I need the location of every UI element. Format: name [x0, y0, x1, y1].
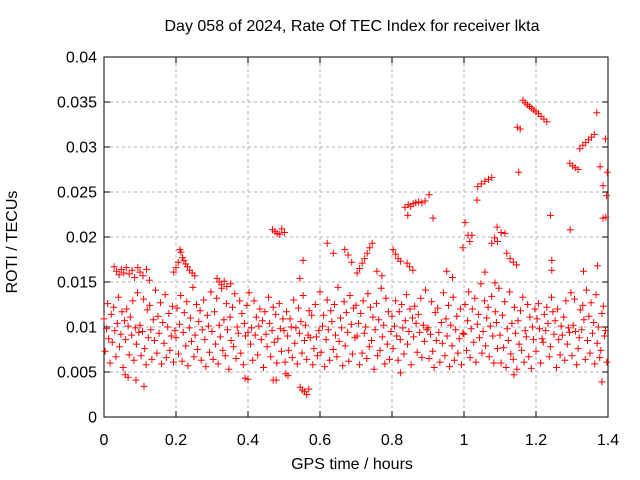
x-tick-label: 1.2 — [525, 432, 547, 449]
y-tick-label: 0.025 — [57, 185, 97, 202]
y-tick-label: 0.01 — [66, 320, 97, 337]
x-tick-label: 1 — [460, 432, 469, 449]
x-tick-label: 0.4 — [237, 432, 259, 449]
y-tick-label: 0.03 — [66, 140, 97, 157]
y-axis-label: ROTI / TECUs — [4, 191, 21, 294]
x-tick-label: 0.8 — [381, 432, 403, 449]
y-tick-label: 0.015 — [57, 275, 97, 292]
x-tick-label: 0.2 — [165, 432, 187, 449]
grid-layer — [104, 57, 608, 417]
scatter-points — [100, 96, 611, 398]
y-tick-label: 0.035 — [57, 95, 97, 112]
chart-title: Day 058 of 2024, Rate Of TEC Index for r… — [165, 18, 540, 35]
tick-label-layer: 0 0.2 0.4 0.6 0.8 1 1.2 1.4 0 0.005 0.01 0.015 0.02 0… — [57, 50, 619, 450]
x-tick-label: 0.6 — [309, 432, 331, 449]
x-axis-label: GPS time / hours — [291, 456, 413, 473]
y-tick-label: 0.005 — [57, 365, 97, 382]
y-tick-label: 0.04 — [66, 50, 97, 67]
x-tick-label: 1.4 — [597, 432, 619, 449]
plot-border — [103, 56, 609, 418]
y-tick-label: 0 — [88, 410, 97, 427]
y-tick-label: 0.02 — [66, 230, 97, 247]
x-tick-label: 0 — [100, 432, 109, 449]
